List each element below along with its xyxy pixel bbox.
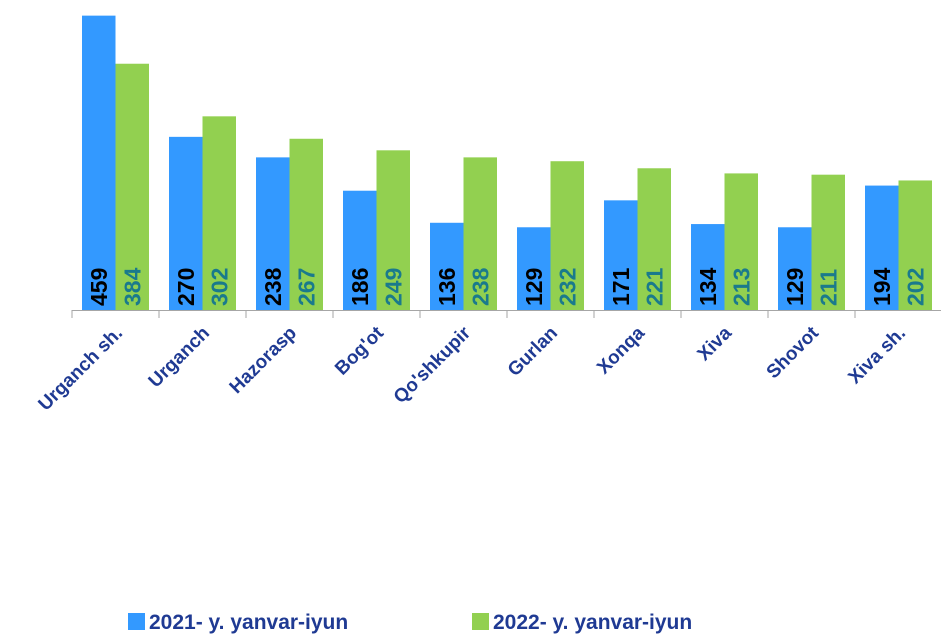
x-tick-label: Xiva sh.	[844, 323, 910, 389]
bar	[691, 224, 725, 310]
data-label: 202	[902, 268, 928, 306]
legend-swatch	[128, 613, 145, 630]
bar	[517, 227, 551, 310]
data-label: 270	[173, 268, 199, 306]
data-label: 171	[608, 267, 634, 306]
data-label: 267	[293, 268, 319, 306]
x-tick-label: Hazorasp	[226, 323, 301, 398]
data-label: 232	[554, 268, 580, 306]
data-label: 302	[206, 268, 232, 306]
data-label: 211	[815, 269, 841, 306]
data-label: 136	[434, 268, 460, 306]
data-label: 384	[119, 267, 145, 306]
bar	[430, 222, 464, 310]
bar	[463, 157, 497, 310]
x-tick-label: Qo'shkupir	[390, 322, 476, 408]
data-label: 238	[260, 267, 286, 306]
data-label: 459	[86, 268, 112, 306]
legend-label: 2021- y. yanvar-iyun	[149, 611, 348, 634]
bar	[898, 180, 932, 310]
bar	[202, 116, 236, 311]
bar	[604, 200, 638, 310]
data-label: 213	[728, 268, 754, 306]
bar	[865, 185, 899, 310]
data-label: 129	[782, 268, 808, 306]
legend-swatch	[472, 613, 489, 630]
data-label: 194	[869, 267, 895, 306]
bar	[811, 174, 845, 310]
bar	[115, 63, 149, 310]
x-tick-label: Shovot	[763, 322, 824, 383]
x-tick-label: Xiva	[694, 322, 737, 365]
x-tick-label: Bog'ot	[331, 322, 388, 379]
data-label: 249	[380, 268, 406, 306]
bar	[376, 150, 410, 310]
legend-label: 2022- y. yanvar-iyun	[493, 611, 692, 634]
data-label: 221	[641, 267, 667, 306]
bar	[637, 168, 671, 310]
data-label: 134	[695, 267, 721, 306]
data-label: 129	[521, 268, 547, 306]
bar	[256, 157, 290, 310]
x-tick-label: Gurlan	[504, 323, 562, 381]
x-tick-label: Xonqa	[593, 322, 649, 378]
bar	[289, 138, 323, 310]
bar	[343, 190, 377, 310]
x-tick-label: Urganch	[145, 323, 214, 392]
x-tick-label: Urganch sh.	[35, 323, 127, 415]
data-label: 238	[467, 267, 493, 306]
bar	[550, 161, 584, 310]
bar	[724, 173, 758, 310]
bar	[169, 136, 203, 310]
bar	[778, 227, 812, 310]
data-label: 186	[347, 268, 373, 306]
bar	[82, 15, 116, 311]
